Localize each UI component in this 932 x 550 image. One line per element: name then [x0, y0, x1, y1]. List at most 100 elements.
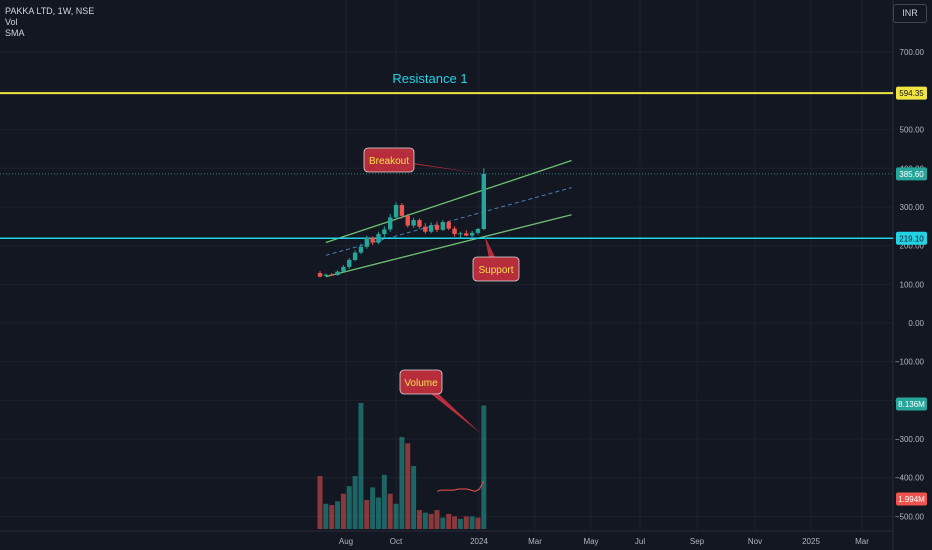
resistance-label: Resistance 1: [392, 71, 467, 86]
x-tick-label: Nov: [748, 537, 762, 546]
volume-sma-line: [436, 480, 485, 492]
price-axis-label: 219.10: [899, 234, 924, 243]
volume-axis-label-box: [896, 492, 927, 506]
volume-bar: [434, 510, 440, 529]
y-tick-label: 200.00: [900, 242, 925, 251]
volume-bar: [358, 403, 364, 529]
volume-callout: Volume: [399, 369, 481, 434]
volume-bar: [352, 476, 358, 529]
y-tick-label: 100.00: [900, 280, 925, 289]
volume-bar: [416, 510, 422, 529]
volume-bar: [422, 512, 428, 529]
candle-body: [446, 222, 451, 229]
candle-body: [423, 226, 428, 232]
volume-bar: [446, 513, 452, 529]
y-tick-label: 300.00: [900, 203, 925, 212]
volume-bar: [381, 474, 387, 529]
candle-body: [329, 274, 334, 276]
y-tick-label: 700.00: [900, 48, 925, 57]
volume-bar: [457, 518, 463, 529]
support-callout-text: Support: [478, 265, 513, 276]
candle-body: [364, 237, 369, 247]
volume-axis-label-box: [896, 397, 927, 411]
volume-bar: [440, 517, 446, 529]
candle-body: [405, 215, 410, 226]
candle-body: [393, 205, 399, 218]
support-callout-pointer: [484, 236, 501, 269]
volume-axis-label: 1.994M: [898, 495, 925, 504]
channel-upper-line: [325, 159, 572, 244]
volume-bar: [329, 505, 335, 529]
price-axis-label: 594.35: [899, 89, 924, 98]
candle-body: [417, 220, 422, 227]
volume-callout-box: [399, 369, 443, 395]
breakout-callout-box: [363, 147, 415, 173]
x-tick-label: Jul: [635, 537, 645, 546]
price-axis-label-box: [896, 86, 927, 100]
candle-body: [347, 259, 352, 267]
volume-bar: [335, 501, 341, 529]
volume-bar: [463, 516, 469, 529]
x-tick-label: Sep: [690, 537, 705, 546]
candle-body: [341, 266, 346, 272]
volume-bar: [364, 500, 370, 529]
volume-bar: [376, 497, 381, 529]
candle-body: [475, 229, 481, 233]
candle-body: [434, 225, 440, 230]
symbol-title[interactable]: PAKKA LTD, 1W, NSE: [5, 6, 95, 16]
volume-bar: [411, 466, 417, 529]
x-tick-label: Oct: [390, 537, 403, 546]
volume-bar: [370, 487, 376, 529]
candle-body: [370, 237, 375, 243]
x-tick-label: Mar: [855, 537, 869, 546]
volume-bar: [317, 476, 323, 529]
currency-button[interactable]: INR: [893, 4, 927, 23]
volume-axis-label: 8.136M: [898, 400, 925, 409]
y-tick-label: −100.00: [895, 358, 925, 367]
price-axis-label: 385.60: [899, 170, 924, 179]
breakout-callout: Breakout: [363, 147, 483, 174]
x-tick-label: Aug: [339, 537, 353, 546]
volume-indicator-label[interactable]: Vol: [5, 17, 18, 27]
breakout-callout-text: Breakout: [369, 156, 409, 167]
volume-bar: [405, 443, 411, 529]
volume-bar: [469, 516, 475, 529]
candle-body: [469, 232, 475, 236]
candle-body: [323, 274, 329, 276]
candle-body: [464, 233, 469, 236]
volume-callout-pointer: [416, 382, 481, 434]
candle-body: [452, 228, 457, 235]
volume-bar: [452, 516, 458, 529]
candle-body: [335, 271, 340, 276]
volume-bar: [346, 486, 352, 529]
support-callout-box: [472, 256, 520, 282]
volume-bar: [475, 517, 481, 529]
candle-body: [382, 229, 387, 235]
y-tick-label: −300.00: [895, 435, 925, 444]
price-axis-label-box: [896, 231, 927, 245]
x-tick-label: May: [583, 537, 598, 546]
candle-body: [388, 217, 393, 230]
candle-body: [411, 220, 416, 226]
candle-body: [481, 173, 486, 230]
volume-bar: [323, 503, 329, 529]
channel-lower-line: [325, 214, 572, 278]
y-tick-label: −400.00: [895, 474, 925, 483]
candle-body: [399, 205, 405, 216]
x-tick-label: 2025: [802, 537, 820, 546]
volume-bar: [387, 493, 393, 529]
support-callout: Support: [472, 236, 520, 282]
y-tick-label: −500.00: [895, 512, 925, 521]
y-tick-label: 500.00: [900, 126, 925, 135]
candle-body: [376, 234, 381, 243]
sma-indicator-label[interactable]: SMA: [5, 28, 25, 38]
candle-body: [458, 233, 463, 235]
candle-body: [317, 273, 323, 277]
volume-bar: [399, 437, 405, 529]
x-tick-label: 2024: [470, 537, 488, 546]
volume-bar: [481, 405, 487, 529]
volume-callout-text: Volume: [404, 378, 438, 389]
volume-bar: [428, 513, 434, 529]
